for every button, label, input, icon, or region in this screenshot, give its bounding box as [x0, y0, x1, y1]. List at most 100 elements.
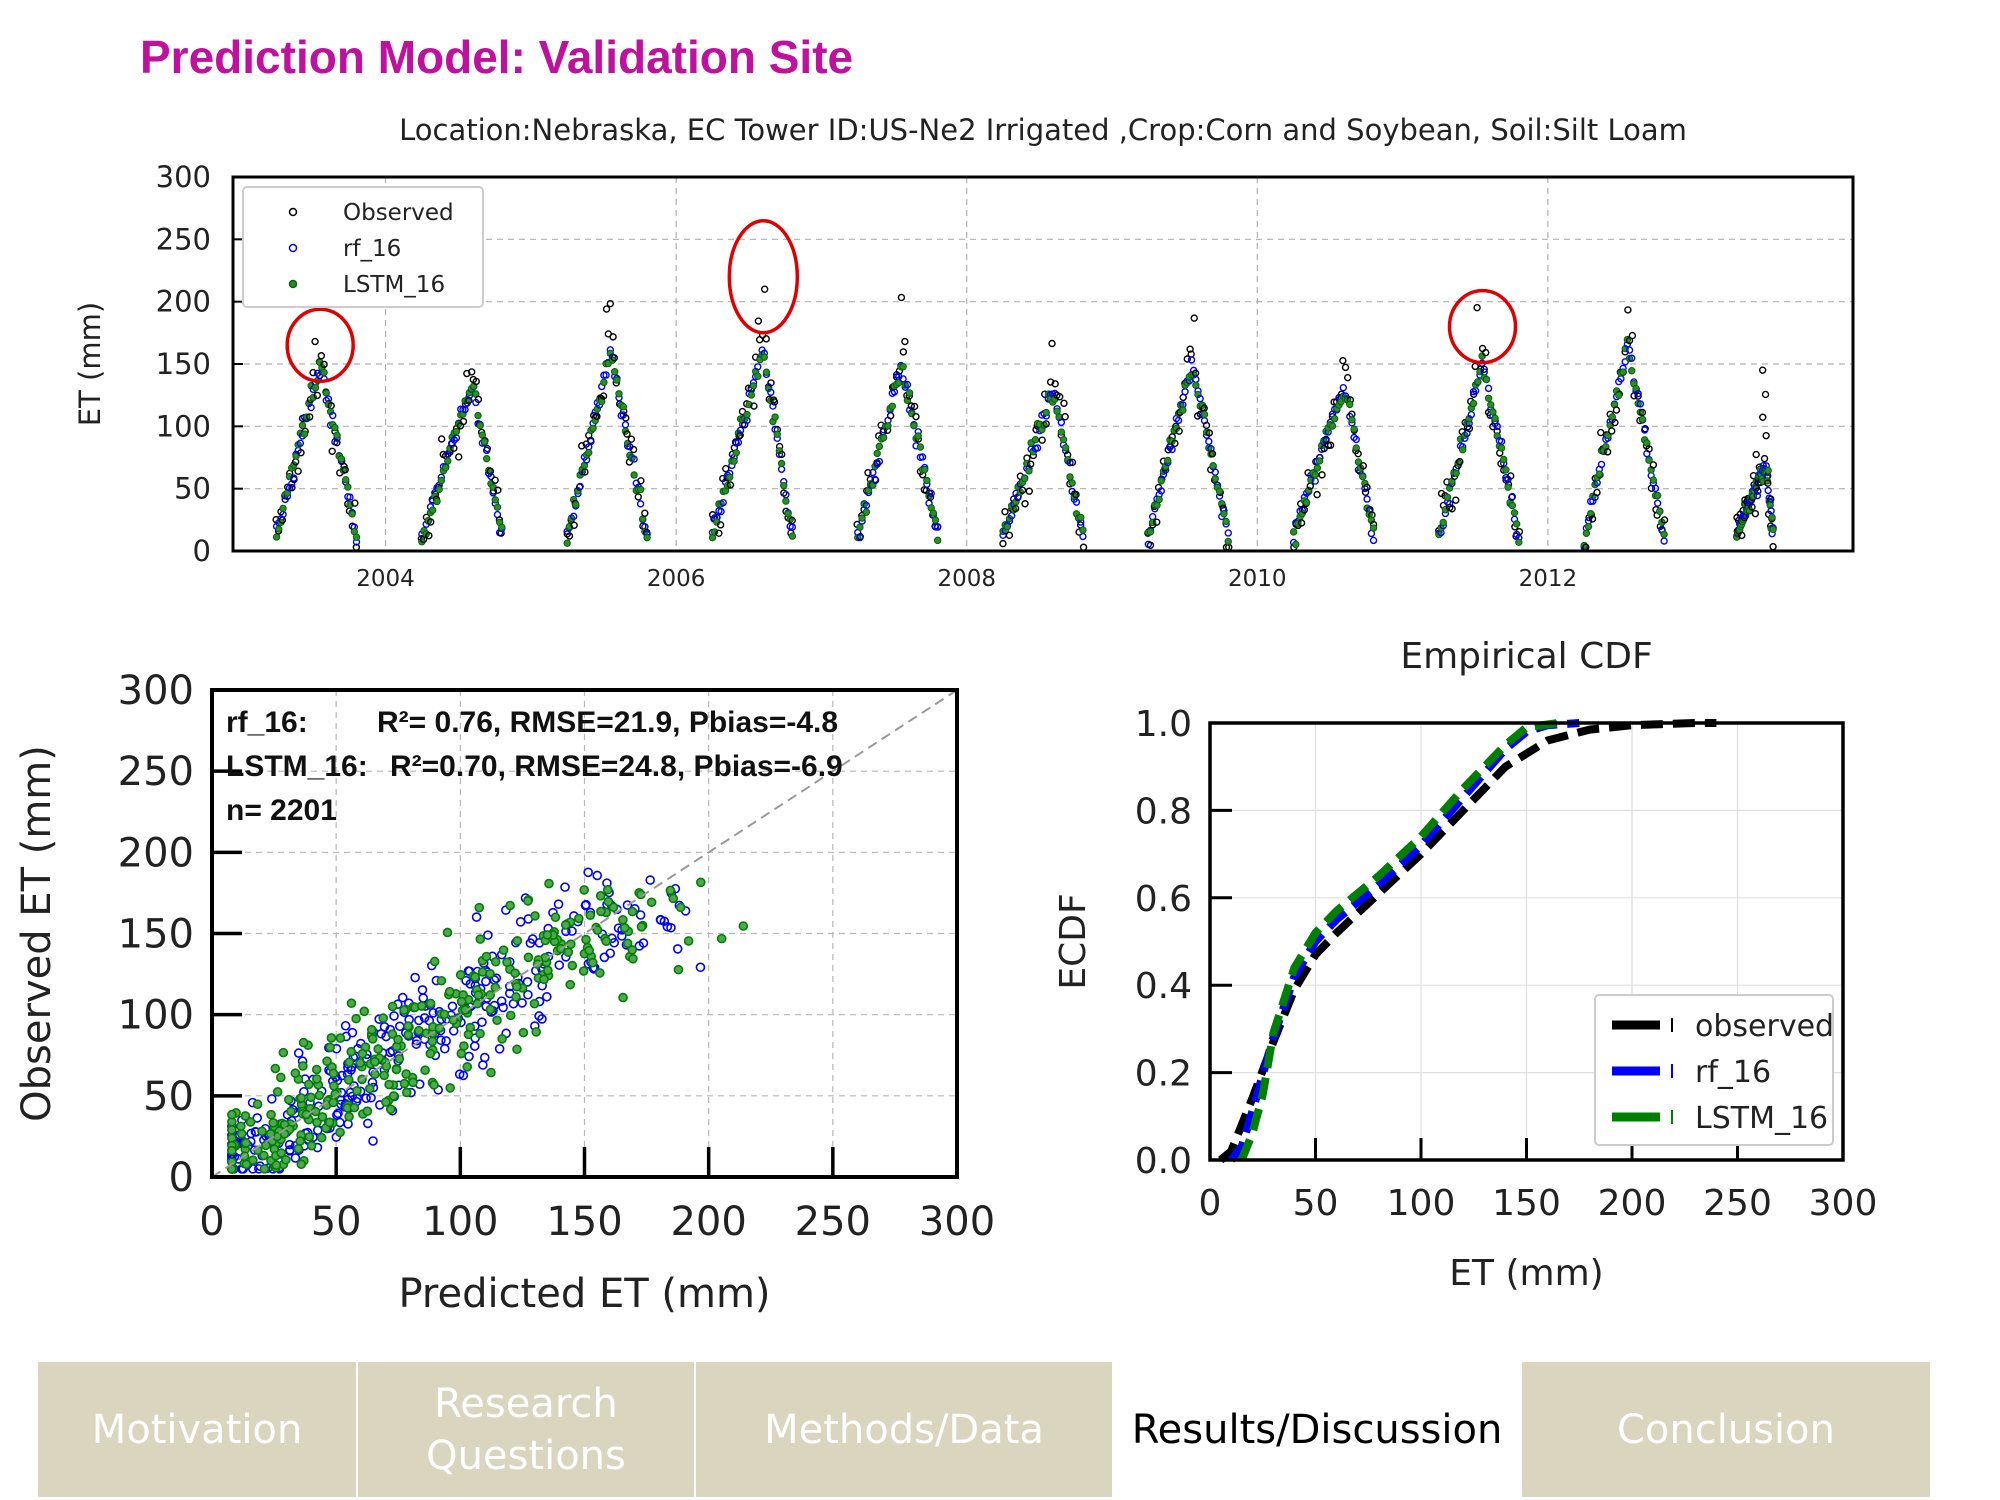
rf16-point [252, 1113, 263, 1123]
lstm16-point [428, 506, 437, 514]
y-axis-label: ET (mm) [73, 302, 107, 426]
nav-tab-results-discussion[interactable]: Results/Discussion [1114, 1362, 1520, 1497]
lstm16-point [595, 968, 605, 978]
observed-point [1638, 408, 1647, 417]
nav-tab-research-questions[interactable]: Research Questions [358, 1362, 694, 1497]
lstm16-point [348, 510, 356, 518]
lstm16-point [1179, 406, 1187, 414]
rf16-point [918, 453, 927, 461]
lstm16-point [587, 957, 598, 968]
lstm16-point [331, 423, 339, 432]
observed-point [1751, 509, 1760, 518]
lstm16-point [1369, 524, 1378, 532]
lstm16-point [326, 1033, 337, 1043]
lstm16-point [341, 476, 350, 484]
observed-point [1038, 436, 1046, 444]
lstm16-point [1209, 462, 1217, 470]
lstm16-point [602, 884, 613, 895]
y-axis-label: Observed ET (mm) [14, 745, 60, 1122]
x-tick-label: 50 [1293, 1183, 1339, 1224]
lstm16-point [344, 1111, 354, 1122]
stats-label: LSTM_16: [226, 750, 368, 783]
rf16-point [414, 1015, 424, 1026]
nav-tab-motivation[interactable]: Motivation [38, 1362, 356, 1497]
x-tick-label: 2010 [1228, 566, 1287, 592]
rf16-point [569, 512, 578, 521]
observed-point [1612, 406, 1621, 414]
lstm16-point [497, 1034, 507, 1044]
lstm16-point [1502, 466, 1510, 474]
rf16-point [576, 482, 584, 491]
observed-point [634, 493, 643, 501]
lstm16-point [544, 878, 554, 889]
one-to-one-line [211, 689, 958, 1178]
observed-point [1738, 531, 1746, 540]
lstm16-point [738, 921, 749, 931]
lstm16-point [1315, 457, 1324, 465]
rf16-point [875, 457, 884, 466]
rf16-point [482, 446, 491, 455]
lstm16-point [1146, 527, 1155, 536]
observed-point [1748, 503, 1756, 511]
observed-point [1354, 449, 1362, 458]
rf16-point [1072, 498, 1081, 506]
lstm16-point [492, 1015, 502, 1026]
lstm16-point [1504, 483, 1512, 491]
rf16-point [1187, 356, 1196, 364]
nav-tab-methods-data[interactable]: Methods/Data [696, 1362, 1112, 1497]
rf16-point [1634, 389, 1642, 398]
rf16-point [523, 989, 533, 1000]
lstm16-point [1615, 391, 1623, 399]
lstm16-point [306, 1092, 316, 1103]
lstm16-point [335, 1033, 346, 1043]
rf16-point [542, 991, 552, 1002]
lstm16-point [324, 1117, 335, 1128]
lstm16-point [873, 449, 881, 458]
rf16-point [458, 1070, 469, 1081]
observed-point [1769, 542, 1777, 551]
x-tick-label: 150 [1492, 1183, 1561, 1224]
rf16-point [621, 421, 630, 429]
observed-point [1588, 515, 1597, 523]
observed-point [641, 509, 649, 517]
observed-point [297, 449, 305, 457]
lstm16-point [523, 952, 534, 963]
observed-point [1465, 424, 1474, 433]
lstm16-point [401, 1087, 412, 1098]
observed-point [999, 539, 1007, 548]
rf16-point [333, 1108, 343, 1119]
lstm16-point [1653, 491, 1662, 500]
lstm16-point [683, 936, 694, 946]
lstm16-point [560, 920, 571, 930]
lstm16-point [931, 516, 940, 524]
observed-point [565, 532, 574, 540]
nav-tab-conclusion[interactable]: Conclusion [1522, 1362, 1930, 1497]
observed-point [494, 486, 502, 494]
observed-point [907, 402, 915, 410]
observed-point [1175, 427, 1183, 435]
lstm16-point [456, 1048, 467, 1059]
legend-box [242, 186, 484, 308]
observed-point [1649, 461, 1658, 469]
rf16-point [439, 1043, 450, 1054]
lstm16-point [1469, 399, 1478, 408]
rf16-point [1157, 487, 1165, 495]
lstm16-point [290, 1068, 301, 1078]
lstm16-point [1350, 425, 1358, 433]
lstm16-point [858, 514, 866, 522]
y-tick-label: 0 [193, 534, 211, 568]
legend-box [1594, 994, 1834, 1146]
lstm16-point [1220, 510, 1228, 518]
rf16-point [1625, 346, 1634, 354]
lstm16-point [695, 877, 706, 888]
lstm16-point [910, 421, 918, 430]
lstm16-point [325, 1042, 335, 1053]
lstm16-point [498, 945, 509, 955]
lstm16-point [567, 960, 578, 971]
rf16-point [394, 1021, 405, 1032]
y-tick-label: 1.0 [1135, 704, 1192, 745]
lstm16-point [333, 431, 341, 439]
legend-label: rf_16 [343, 236, 401, 262]
observed-point [1042, 420, 1050, 428]
rf16-point [534, 1011, 544, 1021]
